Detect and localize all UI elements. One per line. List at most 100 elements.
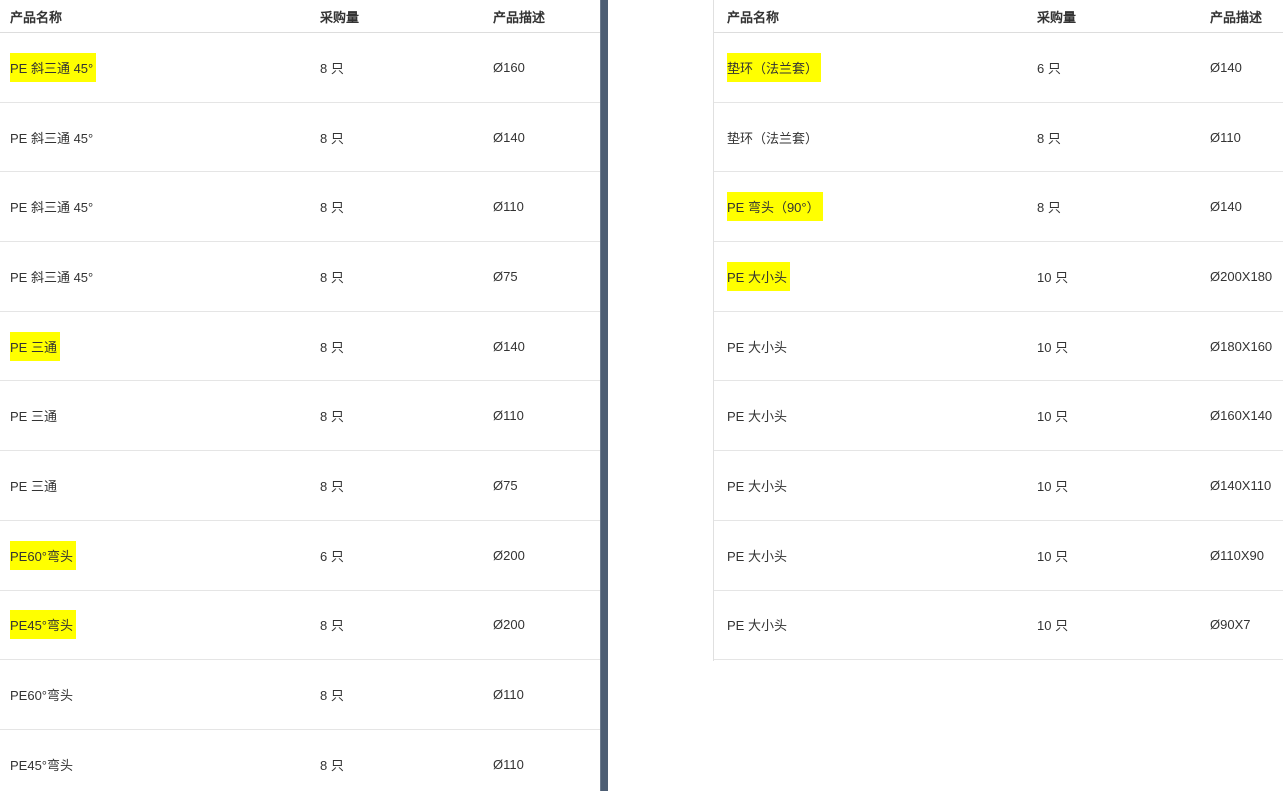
column-header-description: 产品描述 bbox=[1210, 9, 1263, 25]
product-name-cell: PE 斜三通 45° bbox=[10, 197, 320, 216]
left-table-header-row: 产品名称 采购量 产品描述 bbox=[0, 0, 600, 33]
product-name: PE 大小头 bbox=[727, 409, 787, 425]
table-row: PE45°弯头 8 只 Ø200 bbox=[0, 591, 600, 661]
description-cell: Ø140 bbox=[493, 338, 525, 354]
quantity-cell: 8 只 bbox=[1037, 200, 1061, 216]
table-row: PE60°弯头 8 只 Ø110 bbox=[0, 660, 600, 730]
quantity-cell: 8 只 bbox=[320, 200, 344, 216]
table-row: PE 大小头 10 只 Ø200X180 bbox=[714, 242, 1283, 312]
table-row: 垫环（法兰套） 8 只 Ø110 bbox=[714, 103, 1283, 173]
quantity-cell: 8 只 bbox=[320, 478, 344, 494]
quantity-cell: 10 只 bbox=[1037, 478, 1069, 494]
quantity-cell: 8 只 bbox=[320, 130, 344, 146]
product-name: PE 斜三通 45° bbox=[10, 130, 94, 146]
product-name: PE 大小头 bbox=[727, 548, 787, 564]
description-cell: Ø110 bbox=[493, 687, 524, 703]
product-name-highlighted: 垫环（法兰套） bbox=[727, 52, 822, 82]
product-name-highlighted: PE 斜三通 45° bbox=[10, 52, 97, 82]
quantity-cell: 8 只 bbox=[1037, 130, 1061, 146]
product-name: PE 斜三通 45° bbox=[10, 269, 94, 285]
table-row: 垫环（法兰套） 6 只 Ø140 bbox=[714, 33, 1283, 103]
product-name: PE45°弯头 bbox=[10, 757, 74, 773]
product-name-cell: PE 三通 bbox=[10, 406, 320, 425]
product-name-cell: PE45°弯头 bbox=[10, 610, 320, 640]
column-header-product-name: 产品名称 bbox=[727, 9, 780, 25]
product-name: 垫环（法兰套） bbox=[727, 130, 819, 146]
product-name-cell: 垫环（法兰套） bbox=[727, 52, 1037, 82]
product-name-cell: PE 弯头（90°） bbox=[727, 192, 1037, 222]
description-cell: Ø75 bbox=[493, 477, 518, 493]
description-cell: Ø160 bbox=[493, 59, 525, 75]
product-name-cell: PE 大小头 bbox=[727, 476, 1037, 495]
description-cell: Ø140 bbox=[1210, 199, 1242, 215]
table-row: PE 大小头 10 只 Ø180X160 bbox=[714, 312, 1283, 382]
product-name: PE 大小头 bbox=[727, 618, 787, 634]
description-cell: Ø160X140 bbox=[1210, 408, 1273, 424]
table-row: PE 斜三通 45° 8 只 Ø75 bbox=[0, 242, 600, 312]
column-header-quantity: 采购量 bbox=[1037, 9, 1077, 25]
table-row: PE 三通 8 只 Ø75 bbox=[0, 451, 600, 521]
description-cell: Ø200 bbox=[493, 547, 525, 563]
description-cell: Ø200 bbox=[493, 617, 525, 633]
right-product-table-pane: 产品名称 采购量 产品描述 垫环（法兰套） 6 只 Ø140 垫环（法兰套） 8 只 Ø1… bbox=[713, 0, 1283, 661]
product-name: PE 三通 bbox=[10, 478, 57, 494]
table-row: PE 弯头（90°） 8 只 Ø140 bbox=[714, 172, 1283, 243]
description-cell: Ø200X180 bbox=[1210, 268, 1273, 284]
description-cell: Ø140 bbox=[1210, 59, 1242, 75]
quantity-cell: 10 只 bbox=[1037, 269, 1069, 285]
description-cell: Ø110 bbox=[493, 408, 524, 424]
table-row: PE45°弯头 8 只 Ø110 bbox=[0, 730, 600, 791]
column-header-product-name: 产品名称 bbox=[10, 9, 63, 25]
quantity-cell: 8 只 bbox=[320, 409, 344, 425]
description-cell: Ø110 bbox=[493, 199, 524, 215]
table-row: PE 三通 8 只 Ø110 bbox=[0, 381, 600, 452]
description-cell: Ø140X110 bbox=[1210, 477, 1272, 493]
table-row: PE 大小头 10 只 Ø110X90 bbox=[714, 521, 1283, 591]
product-name-highlighted: PE 大小头 bbox=[727, 261, 790, 291]
product-name-cell: PE 大小头 bbox=[727, 406, 1037, 425]
left-product-table-pane: 产品名称 采购量 产品描述 PE 斜三通 45° 8 只 Ø160 PE 斜三通 45… bbox=[0, 0, 600, 791]
product-name: PE 大小头 bbox=[727, 339, 787, 355]
table-row: PE 大小头 10 只 Ø160X140 bbox=[714, 381, 1283, 452]
right-table-header-row: 产品名称 采购量 产品描述 bbox=[714, 0, 1283, 33]
product-name-highlighted: PE 弯头（90°） bbox=[727, 192, 823, 222]
left-table-body: PE 斜三通 45° 8 只 Ø160 PE 斜三通 45° 8 只 Ø140 PE 斜三通… bbox=[0, 33, 600, 791]
column-header-description: 产品描述 bbox=[493, 9, 546, 25]
product-name-cell: 垫环（法兰套） bbox=[727, 128, 1037, 147]
product-name: PE60°弯头 bbox=[10, 688, 74, 704]
product-name-highlighted: PE60°弯头 bbox=[10, 540, 77, 570]
quantity-cell: 8 只 bbox=[320, 60, 344, 76]
quantity-cell: 6 只 bbox=[320, 548, 344, 564]
quantity-cell: 8 只 bbox=[320, 339, 344, 355]
description-cell: Ø140 bbox=[493, 129, 525, 145]
product-name-cell: PE 大小头 bbox=[727, 337, 1037, 356]
quantity-cell: 10 只 bbox=[1037, 618, 1069, 634]
description-cell: Ø75 bbox=[493, 268, 518, 284]
table-row: PE 三通 8 只 Ø140 bbox=[0, 312, 600, 382]
quantity-cell: 8 只 bbox=[320, 688, 344, 704]
product-name: PE 三通 bbox=[10, 409, 57, 425]
product-name: PE 斜三通 45° bbox=[10, 200, 94, 216]
quantity-cell: 10 只 bbox=[1037, 409, 1069, 425]
table-row: PE 斜三通 45° 8 只 Ø140 bbox=[0, 103, 600, 173]
description-cell: Ø90X7 bbox=[1210, 617, 1251, 633]
description-cell: Ø110X90 bbox=[1210, 547, 1264, 563]
product-name-cell: PE60°弯头 bbox=[10, 685, 320, 704]
quantity-cell: 8 只 bbox=[320, 269, 344, 285]
product-name-cell: PE 三通 bbox=[10, 331, 320, 361]
table-row: PE 大小头 10 只 Ø90X7 bbox=[714, 591, 1283, 661]
quantity-cell: 10 只 bbox=[1037, 339, 1069, 355]
table-row: PE 斜三通 45° 8 只 Ø160 bbox=[0, 33, 600, 103]
product-name-highlighted: PE45°弯头 bbox=[10, 610, 77, 640]
product-name-cell: PE60°弯头 bbox=[10, 540, 320, 570]
table-row: PE 大小头 10 只 Ø140X110 bbox=[714, 451, 1283, 521]
product-name-cell: PE45°弯头 bbox=[10, 755, 320, 774]
right-table-body: 垫环（法兰套） 6 只 Ø140 垫环（法兰套） 8 只 Ø110 PE 弯头（90°） 8 … bbox=[714, 33, 1283, 661]
pane-divider-bar[interactable] bbox=[600, 0, 608, 791]
column-header-quantity: 采购量 bbox=[320, 9, 360, 25]
product-name: PE 大小头 bbox=[727, 478, 787, 494]
product-name-cell: PE 斜三通 45° bbox=[10, 128, 320, 147]
description-cell: Ø110 bbox=[1210, 129, 1241, 145]
product-name-cell: PE 大小头 bbox=[727, 261, 1037, 291]
